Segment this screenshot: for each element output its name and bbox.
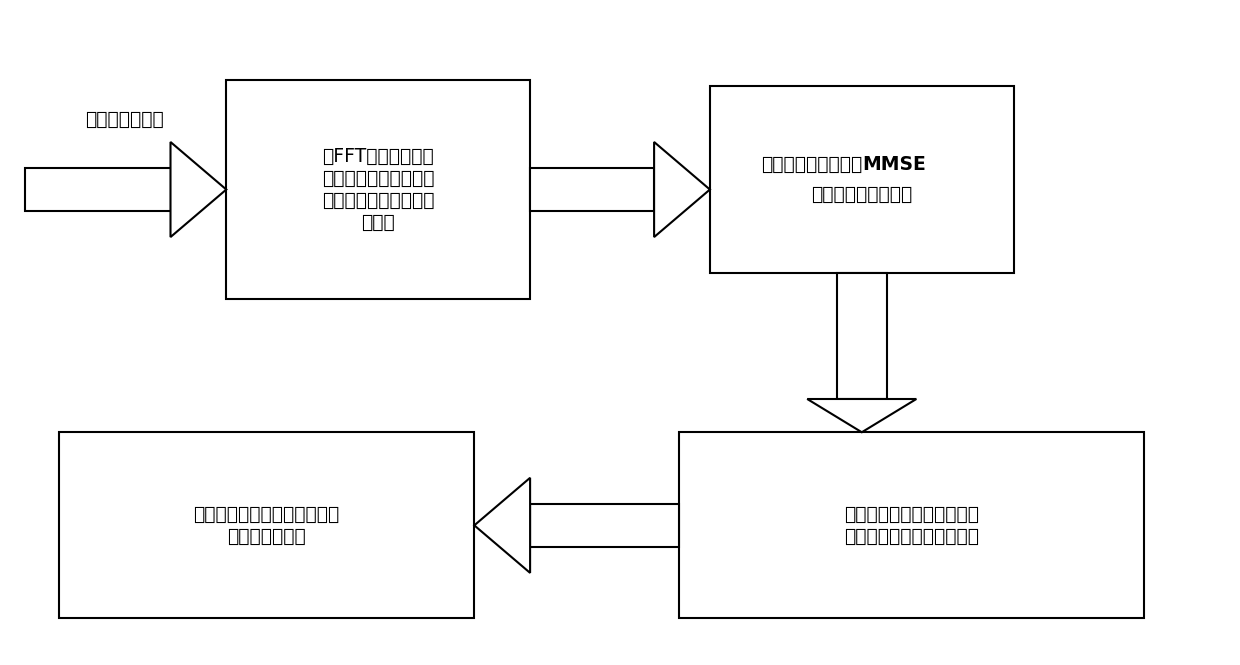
- FancyBboxPatch shape: [709, 86, 1014, 273]
- Text: 对FFT块进行适当分
段，确保每一个数据段
内归一化多普勒可以忽
略不计: 对FFT块进行适当分 段，确保每一个数据段 内归一化多普勒可以忽 略不计: [322, 147, 434, 232]
- Bar: [531, 504, 680, 547]
- Bar: [531, 168, 655, 211]
- Text: 合并每一段的均衡结果，得
到粗均衡结果，并进行判决: 合并每一段的均衡结果，得 到粗均衡结果，并进行判决: [844, 505, 978, 546]
- Bar: [837, 273, 887, 399]
- Polygon shape: [655, 142, 709, 237]
- Text: 均衡方法进行粗均衡: 均衡方法进行粗均衡: [811, 185, 913, 204]
- Text: MMSE: MMSE: [862, 155, 925, 174]
- FancyBboxPatch shape: [680, 432, 1145, 618]
- FancyBboxPatch shape: [226, 80, 531, 299]
- Text: 对每一个数据段使用: 对每一个数据段使用: [760, 155, 862, 174]
- Bar: [25, 168, 171, 211]
- Polygon shape: [171, 142, 226, 237]
- Polygon shape: [807, 399, 916, 432]
- Text: 接收到的传输块: 接收到的传输块: [84, 110, 164, 129]
- Text: 使用低复杂度的时域穷尽搜索
算法进行细均衡: 使用低复杂度的时域穷尽搜索 算法进行细均衡: [193, 505, 340, 546]
- Polygon shape: [474, 477, 531, 573]
- FancyBboxPatch shape: [58, 432, 474, 618]
